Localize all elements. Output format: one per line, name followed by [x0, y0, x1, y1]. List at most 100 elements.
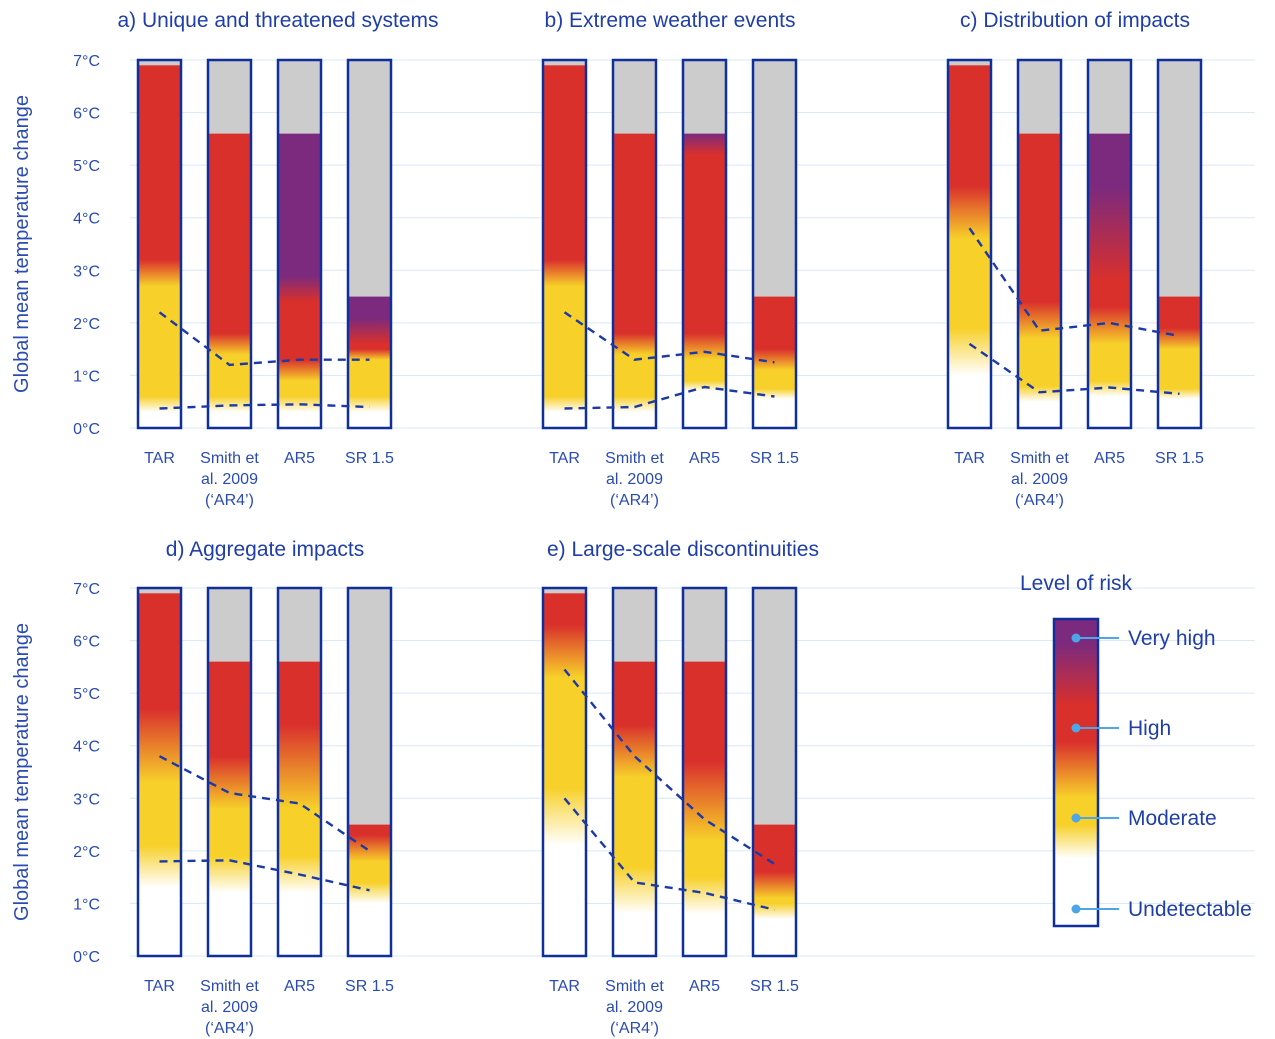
unassessed-segment: [208, 588, 251, 662]
risk-gradient-segment: [1158, 297, 1201, 428]
y-tick-label: 4°C: [73, 739, 100, 756]
y-tick-label: 4°C: [73, 211, 100, 228]
legend-marker-dot: [1072, 724, 1081, 733]
ember-bar: [138, 588, 181, 956]
legend-title: Level of risk: [1020, 572, 1133, 595]
y-tick-label: 2°C: [73, 316, 100, 333]
unassessed-segment: [278, 588, 321, 662]
transition-dashed-line: [565, 312, 775, 362]
y-tick-label: 7°C: [73, 581, 100, 598]
ember-bar: [278, 60, 321, 428]
transition-dashed-line: [565, 387, 775, 409]
legend-marker-dot: [1072, 634, 1081, 643]
transition-dashed-line: [160, 312, 370, 365]
category-label: TAR: [954, 450, 985, 467]
transition-dashed-line: [565, 798, 775, 909]
risk-gradient-segment: [278, 662, 321, 956]
panel-title: d) Aggregate impacts: [166, 538, 364, 561]
ember-bar: [543, 588, 586, 956]
category-label: TAR: [144, 978, 175, 995]
ember-bar: [208, 60, 251, 428]
panel-title: a) Unique and threatened systems: [117, 9, 438, 32]
panel-title: c) Distribution of impacts: [960, 9, 1190, 32]
legend-color-bar: [1054, 619, 1098, 926]
risk-gradient-segment: [278, 134, 321, 428]
panel-c: c) Distribution of impacts TAR Smith et al.…: [948, 9, 1204, 509]
y-tick-label: 6°C: [73, 106, 100, 123]
unassessed-segment: [1088, 60, 1131, 134]
category-label: AR5: [689, 978, 720, 995]
category-label: Smith et al. 2009 (‘AR4’): [200, 978, 259, 1037]
y-tick-label: 5°C: [73, 686, 100, 703]
transition-dashed-line: [160, 860, 370, 890]
legend-label: High: [1128, 717, 1171, 740]
category-label: TAR: [144, 450, 175, 467]
unassessed-segment: [208, 60, 251, 134]
category-label: SR 1.5: [750, 450, 799, 467]
panel-title: b) Extreme weather events: [545, 9, 796, 32]
panel-title: e) Large-scale discontinuities: [547, 538, 819, 561]
ember-bar: [683, 588, 726, 956]
ember-bar: [948, 60, 991, 428]
y-tick-label: 7°C: [73, 53, 100, 70]
panel-b: b) Extreme weather events TAR Smith et al. …: [543, 9, 799, 509]
category-label: AR5: [284, 978, 315, 995]
y-tick-label: 3°C: [73, 263, 100, 280]
risk-gradient-segment: [613, 134, 656, 428]
risk-gradient-segment: [753, 825, 796, 956]
risk-gradient-segment: [208, 662, 251, 956]
unassessed-segment: [1018, 60, 1061, 134]
transition-dashed-line: [970, 228, 1180, 336]
category-label: Smith et al. 2009 (‘AR4’): [1010, 450, 1069, 509]
legend-label: Moderate: [1128, 807, 1217, 830]
y-tick-label: 6°C: [73, 634, 100, 651]
unassessed-segment: [753, 588, 796, 825]
risk-gradient-segment: [683, 662, 726, 956]
ember-bar: [543, 60, 586, 428]
risk-gradient-segment: [348, 297, 391, 428]
risk-gradient-segment: [208, 134, 251, 428]
unassessed-segment: [348, 60, 391, 297]
category-label: SR 1.5: [345, 978, 394, 995]
legend-marker-dot: [1072, 905, 1081, 914]
transition-dashed-line: [970, 344, 1180, 394]
unassessed-segment: [1158, 60, 1201, 297]
unassessed-segment: [683, 60, 726, 134]
transition-dashed-line: [160, 756, 370, 851]
ember-bar: [278, 588, 321, 956]
y-axis-label: Global mean temperature change: [11, 623, 33, 921]
risk-gradient-segment: [948, 65, 991, 428]
category-label: Smith et al. 2009 (‘AR4’): [200, 450, 259, 509]
unassessed-segment: [613, 60, 656, 134]
y-axis-label: Global mean temperature change: [11, 95, 33, 393]
legend-label: Very high: [1128, 627, 1216, 650]
ember-bar: [753, 588, 796, 956]
category-label: Smith et al. 2009 (‘AR4’): [605, 450, 664, 509]
ember-bar: [1018, 60, 1061, 428]
category-label: SR 1.5: [1155, 450, 1204, 467]
category-label: TAR: [549, 978, 580, 995]
risk-gradient-segment: [1018, 134, 1061, 428]
ember-bar: [208, 588, 251, 956]
unassessed-segment: [613, 588, 656, 662]
ember-bar: [613, 60, 656, 428]
category-label: SR 1.5: [345, 450, 394, 467]
y-tick-label: 2°C: [73, 844, 100, 861]
legend: Level of risk Very high High Moderate Undet…: [1020, 572, 1252, 926]
unassessed-segment: [753, 60, 796, 297]
ember-bar: [138, 60, 181, 428]
risk-gradient-segment: [1088, 134, 1131, 428]
category-label: TAR: [549, 450, 580, 467]
y-tick-label: 3°C: [73, 791, 100, 808]
ember-bar: [753, 60, 796, 428]
unassessed-segment: [348, 588, 391, 825]
category-label: AR5: [689, 450, 720, 467]
risk-gradient-segment: [613, 662, 656, 956]
risk-gradient-segment: [138, 65, 181, 428]
y-tick-label: 1°C: [73, 368, 100, 385]
risk-gradient-segment: [543, 593, 586, 956]
ember-bar: [1158, 60, 1201, 428]
y-tick-label: 0°C: [73, 421, 100, 438]
risk-gradient-segment: [543, 65, 586, 428]
